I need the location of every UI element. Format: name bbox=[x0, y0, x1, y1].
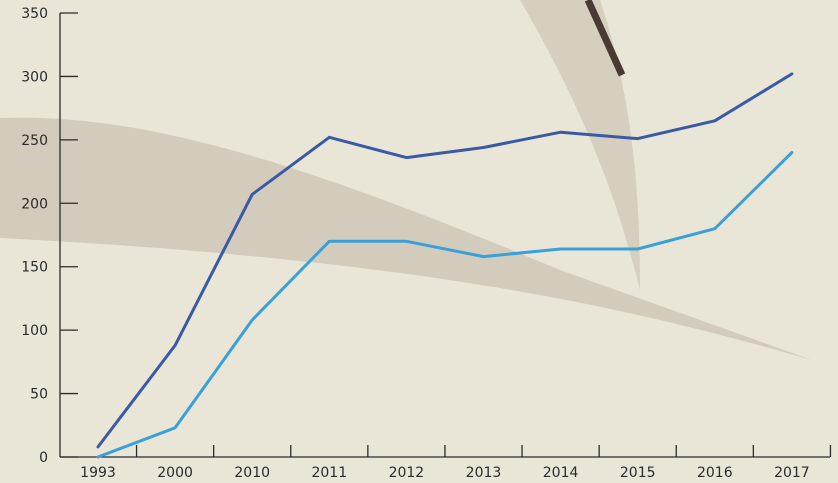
x-tick-label: 2016 bbox=[697, 465, 733, 481]
x-tick-label: 2017 bbox=[774, 465, 810, 481]
y-tick-label: 100 bbox=[21, 323, 48, 339]
x-tick-label: 2013 bbox=[466, 465, 502, 481]
y-tick-label: 250 bbox=[21, 133, 48, 149]
vertical-shadow-streak bbox=[520, 0, 640, 290]
x-tick-label: 2000 bbox=[157, 465, 193, 481]
x-tick-label: 2014 bbox=[543, 465, 579, 481]
y-tick-label: 350 bbox=[21, 6, 48, 22]
x-tick-label: 2010 bbox=[234, 465, 270, 481]
dark-stroke-mark bbox=[584, 0, 626, 77]
x-tick-label: 1993 bbox=[80, 465, 116, 481]
background-decoration bbox=[0, 0, 812, 360]
y-tick-label: 150 bbox=[21, 260, 48, 276]
series-line-1 bbox=[96, 72, 794, 449]
y-tick-label: 50 bbox=[30, 387, 48, 403]
x-tick-label: 2015 bbox=[620, 465, 656, 481]
series-lines bbox=[96, 72, 794, 459]
y-tick-label: 200 bbox=[21, 196, 48, 212]
diagonal-shadow-band bbox=[0, 117, 812, 360]
axes: 0 50 100 150 200 250 300 350 1993 2000 2010 2011 201… bbox=[21, 6, 832, 481]
x-tick-label: 2011 bbox=[311, 465, 347, 481]
y-tick-label: 300 bbox=[21, 69, 48, 85]
x-tick-label: 2012 bbox=[389, 465, 425, 481]
y-tick-label: 0 bbox=[39, 450, 48, 466]
series-line-2 bbox=[96, 151, 794, 459]
